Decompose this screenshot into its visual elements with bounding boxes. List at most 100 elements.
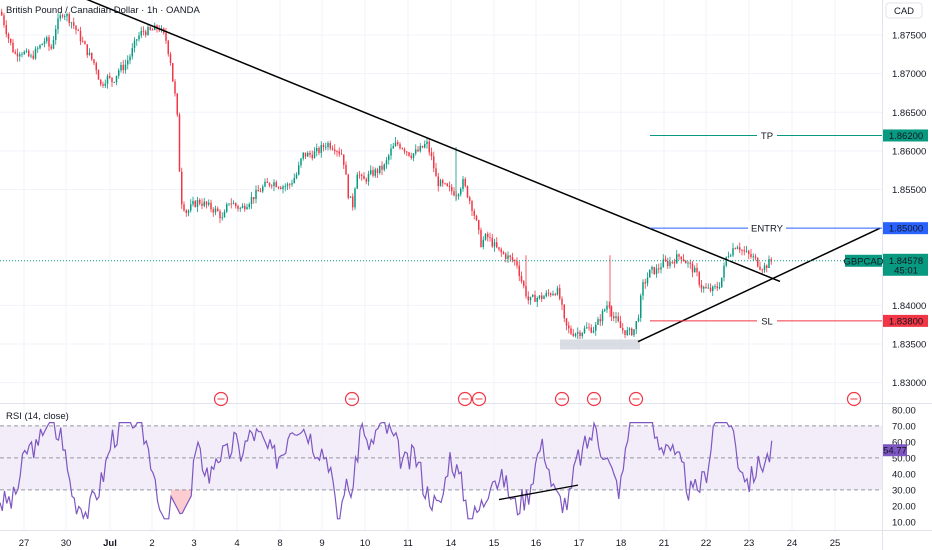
rsi-tick-label: 40.00 <box>892 469 916 480</box>
candle <box>487 231 489 242</box>
candle <box>426 137 428 149</box>
economic-event-marker[interactable] <box>846 391 862 407</box>
candle <box>343 154 345 170</box>
candle-body <box>401 148 403 150</box>
candle <box>628 327 631 336</box>
candle <box>433 151 435 173</box>
candle <box>712 285 714 297</box>
time-tick-label: 21 <box>659 538 670 549</box>
candle-body <box>248 204 250 208</box>
candle-body <box>64 16 66 18</box>
candle <box>617 312 619 323</box>
candle <box>50 44 52 51</box>
candle-body <box>73 22 75 26</box>
candle <box>250 191 253 209</box>
candle <box>473 208 475 220</box>
candle-body <box>505 253 507 259</box>
candle <box>687 261 689 268</box>
candle-body <box>628 328 631 331</box>
candle <box>637 314 640 323</box>
candle-body <box>336 151 338 153</box>
economic-event-marker[interactable] <box>457 391 473 407</box>
candle <box>291 179 293 187</box>
economic-event-marker[interactable] <box>471 391 487 407</box>
candle <box>412 152 415 162</box>
candle <box>730 253 732 258</box>
candle-body <box>113 82 115 83</box>
candle <box>678 253 680 260</box>
candle <box>635 321 637 335</box>
economic-event-marker[interactable] <box>213 391 229 407</box>
economic-event-marker[interactable] <box>628 391 644 407</box>
candle-body <box>626 330 628 335</box>
candle-body <box>219 211 221 219</box>
candle <box>653 266 655 275</box>
candle <box>606 300 608 313</box>
candle <box>498 247 500 252</box>
economic-event-marker[interactable] <box>344 391 360 407</box>
rsi-tick-label: 30.00 <box>892 485 916 496</box>
candle-body <box>300 158 302 166</box>
symbol-tag: GBPCAD <box>843 254 884 267</box>
candle <box>217 206 219 212</box>
time-tick-label: 3 <box>191 538 196 549</box>
candle <box>115 75 118 86</box>
candle-body <box>662 259 664 268</box>
candle-body <box>559 288 561 299</box>
candle-body <box>322 145 325 148</box>
candle <box>185 209 187 217</box>
candle-body <box>667 260 669 266</box>
candle-body <box>104 83 106 86</box>
candle-body <box>460 188 462 195</box>
candle-body <box>282 186 284 189</box>
candle <box>572 329 574 338</box>
candle-body <box>331 148 334 150</box>
candle <box>246 203 248 210</box>
candle-body <box>507 255 509 259</box>
candle-body <box>106 75 109 84</box>
descending-trendline[interactable] <box>70 0 781 283</box>
candle-body <box>529 296 532 301</box>
candle <box>219 209 221 224</box>
candle-body <box>763 265 766 271</box>
candle <box>138 32 140 42</box>
candle-body <box>624 330 626 335</box>
candle <box>604 308 606 313</box>
candle <box>149 26 151 31</box>
candle-body <box>250 197 253 205</box>
candle <box>39 44 41 50</box>
economic-event-marker[interactable] <box>554 391 570 407</box>
candle <box>57 13 59 34</box>
ascending-trendline[interactable] <box>637 227 881 343</box>
candle <box>626 326 628 336</box>
candle-body <box>304 152 307 157</box>
candle <box>469 195 471 205</box>
candle-body <box>707 287 709 289</box>
rsi-divergence-line[interactable] <box>498 484 579 501</box>
rsi-tick-label: 70.00 <box>892 421 916 432</box>
candle <box>464 177 466 188</box>
candle-body <box>552 293 554 296</box>
candle-body <box>82 41 84 43</box>
candle <box>358 170 361 179</box>
candle <box>91 52 93 61</box>
candle <box>14 49 16 55</box>
candle <box>73 17 75 29</box>
candle <box>622 323 624 334</box>
candle-body <box>5 25 7 35</box>
candle <box>41 43 43 46</box>
candle <box>129 53 131 65</box>
candle-body <box>615 316 617 319</box>
candle-body <box>649 269 651 278</box>
candle-body <box>14 52 16 54</box>
candle <box>500 247 502 257</box>
candle <box>147 23 149 36</box>
rsi-value-tag: 54.77 <box>883 444 907 457</box>
economic-event-marker[interactable] <box>586 391 602 407</box>
candle-body <box>691 263 694 273</box>
rsi-tick-label: 80.00 <box>892 405 916 416</box>
candle <box>336 149 338 157</box>
currency-button[interactable]: CAD <box>885 2 923 19</box>
candle <box>415 144 417 156</box>
